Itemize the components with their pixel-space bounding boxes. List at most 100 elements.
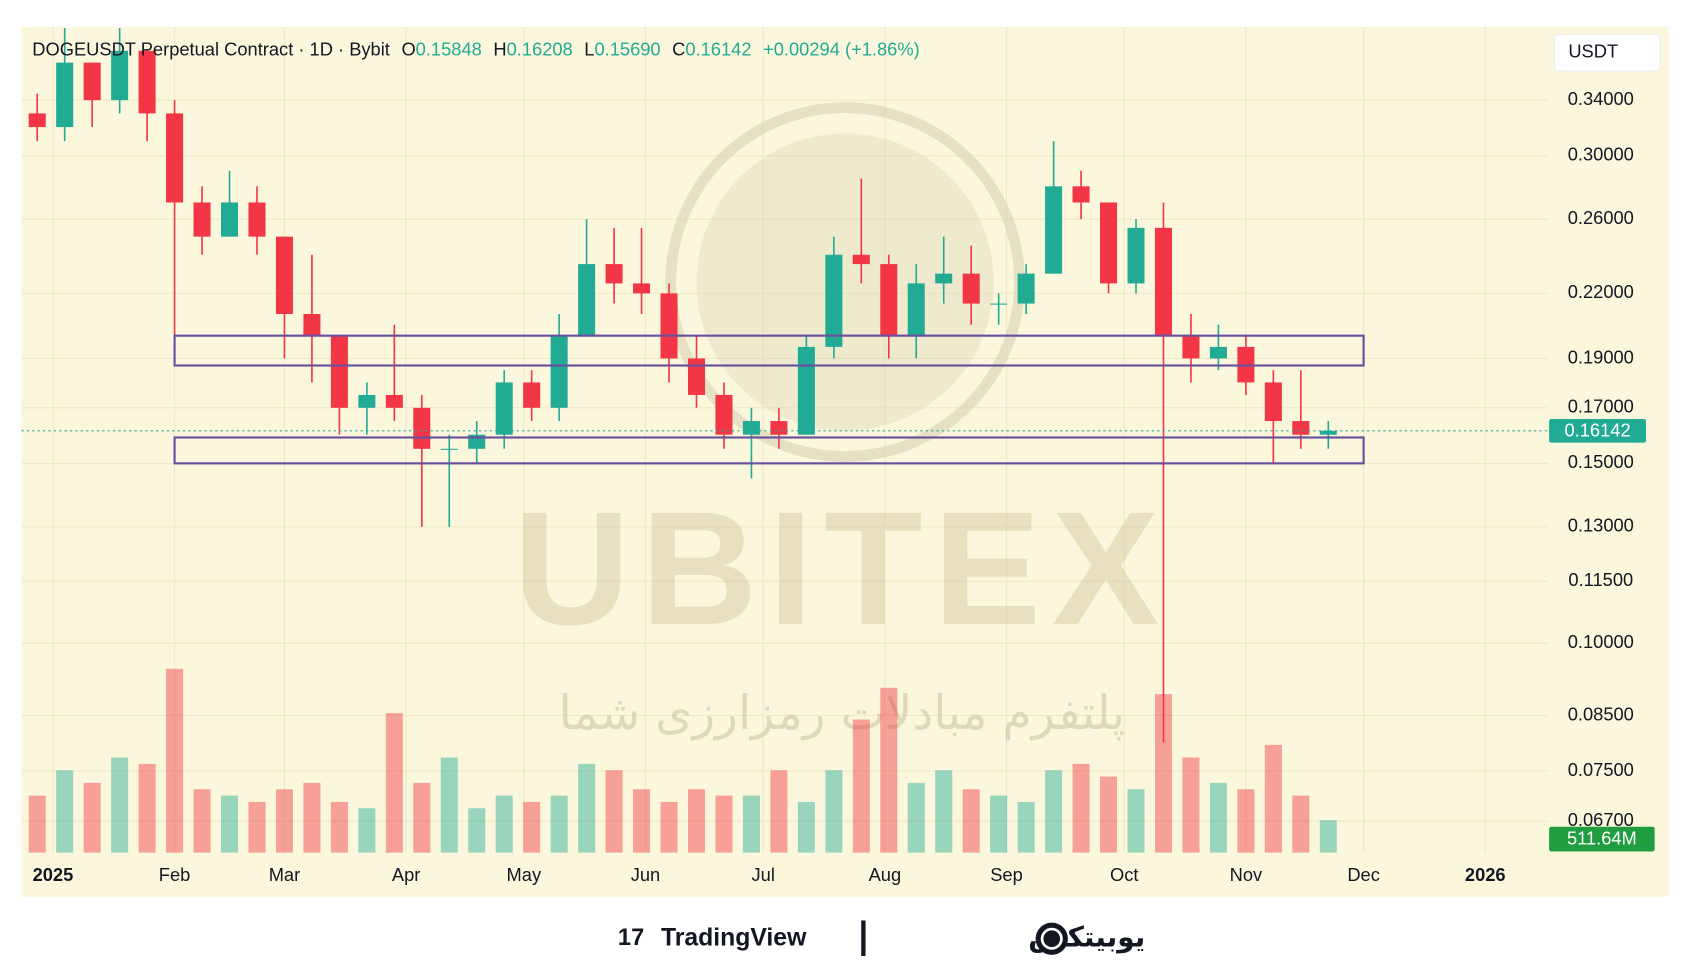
- candle-body: [715, 394, 733, 435]
- candle-body: [385, 394, 403, 408]
- candle-body: [523, 382, 541, 408]
- volume-bar: [578, 763, 596, 853]
- volume-bar: [138, 763, 156, 853]
- candle-body: [1264, 382, 1282, 422]
- volume-bar: [1017, 801, 1035, 853]
- candle-body: [330, 335, 348, 408]
- candle-body: [1182, 335, 1200, 359]
- volume-bar: [990, 795, 1008, 853]
- candle-body: [687, 358, 706, 395]
- y-tick-label: 0.15000: [1568, 451, 1634, 472]
- volume-bars: [28, 668, 1337, 853]
- candle-body: [660, 293, 678, 359]
- watermark-tagline: پلتفرم مبادلات رمزارزی شما: [559, 686, 1125, 741]
- l-value: 0.15690: [594, 38, 660, 59]
- volume-bar: [687, 789, 706, 853]
- ubitex-logo: [1035, 922, 1068, 955]
- volume-bar: [715, 795, 733, 853]
- volume-bar: [248, 801, 266, 853]
- candle-body: [962, 273, 980, 304]
- candle-body: [880, 264, 898, 336]
- volume-bar: [1237, 789, 1255, 853]
- volume-bar: [523, 801, 541, 853]
- candle-body: [248, 202, 266, 237]
- candle-body: [28, 113, 46, 128]
- y-tick-label: 0.08500: [1568, 703, 1634, 724]
- volume-bar: [1264, 744, 1282, 853]
- candle-body: [770, 421, 788, 435]
- candle-body: [166, 113, 184, 203]
- volume-bar: [633, 789, 651, 853]
- volume-bar: [111, 757, 129, 853]
- y-tick-label: 0.30000: [1568, 144, 1634, 165]
- volume-bar: [330, 801, 348, 853]
- watermark-disc: [696, 133, 994, 431]
- candle-body: [413, 407, 431, 449]
- y-tick-label: 0.26000: [1568, 207, 1634, 228]
- x-tick-label: Oct: [1110, 864, 1138, 885]
- volume-bar: [440, 757, 458, 853]
- y-tick-label: 0.13000: [1568, 515, 1634, 536]
- footer: 17 TradingView یوبیتکس: [618, 920, 1145, 956]
- candle-body: [1072, 186, 1090, 203]
- candle-body: [440, 448, 458, 450]
- x-tick-label: Feb: [159, 864, 191, 885]
- volume-bar: [852, 719, 870, 853]
- candle-body: [358, 394, 376, 408]
- y-tick-label: 0.17000: [1568, 396, 1634, 417]
- watermark-brand: UBITEX: [513, 479, 1170, 659]
- candle-body: [935, 273, 953, 284]
- volume-bar: [220, 795, 239, 853]
- candle-body: [56, 62, 74, 128]
- x-tick-label: Jun: [631, 864, 661, 885]
- x-tick-label: Mar: [269, 864, 301, 885]
- y-tick-label: 0.06700: [1568, 809, 1634, 830]
- candle-body: [990, 303, 1008, 305]
- x-tick-label: 2026: [1465, 864, 1506, 885]
- volume-bar: [825, 770, 843, 853]
- x-tick-label: Nov: [1230, 864, 1263, 885]
- y-tick-label: 0.34000: [1568, 88, 1634, 109]
- candle-body: [578, 264, 596, 336]
- x-tick-label: Apr: [392, 864, 420, 885]
- candles: [28, 28, 1337, 743]
- volume-bar: [83, 782, 101, 853]
- volume-bar: [605, 770, 623, 853]
- candle-body: [1319, 430, 1337, 435]
- volume-tag: [1549, 826, 1655, 852]
- volume-bar: [193, 789, 211, 853]
- zone: [173, 436, 1365, 465]
- candle-body: [1100, 202, 1118, 284]
- tv-logo-mark: 17: [618, 925, 644, 951]
- volume-bar: [935, 770, 953, 853]
- header-text: DOGEUSDT Perpetual Contract · 1D · Bybit…: [32, 38, 919, 59]
- volume-bar: [166, 668, 184, 853]
- c-value: 0.16142: [685, 38, 751, 59]
- volume-bar: [797, 801, 815, 853]
- candle-body: [550, 335, 568, 408]
- y-tick-label: 0.07500: [1568, 759, 1634, 780]
- candle-body: [138, 50, 156, 114]
- currency-button[interactable]: [1553, 33, 1661, 72]
- volume-bar: [1127, 789, 1145, 853]
- candle-body: [852, 254, 870, 265]
- header: DOGEUSDT Perpetual Contract · 1D · Bybit…: [32, 38, 919, 59]
- y-tick-label: 0.22000: [1568, 281, 1634, 302]
- o-key: O: [401, 38, 415, 59]
- candle-body: [1154, 227, 1172, 336]
- x-tick-label: Sep: [990, 864, 1023, 885]
- candle-body: [83, 62, 101, 101]
- candle-body: [633, 283, 651, 294]
- h-value: 0.16208: [507, 38, 573, 59]
- zone: [173, 334, 1365, 367]
- candle-body: [825, 254, 843, 347]
- volume-bar: [1292, 795, 1310, 853]
- candle-body: [275, 236, 293, 315]
- x-tick-label: May: [507, 864, 542, 885]
- volume-bar: [550, 795, 568, 853]
- x-tick-label: Jul: [752, 864, 775, 885]
- candle-body: [193, 202, 211, 237]
- volume-bar: [468, 808, 486, 853]
- watermark: UBITEX پلتفرم مبادلات رمزارزی شما: [513, 102, 1170, 741]
